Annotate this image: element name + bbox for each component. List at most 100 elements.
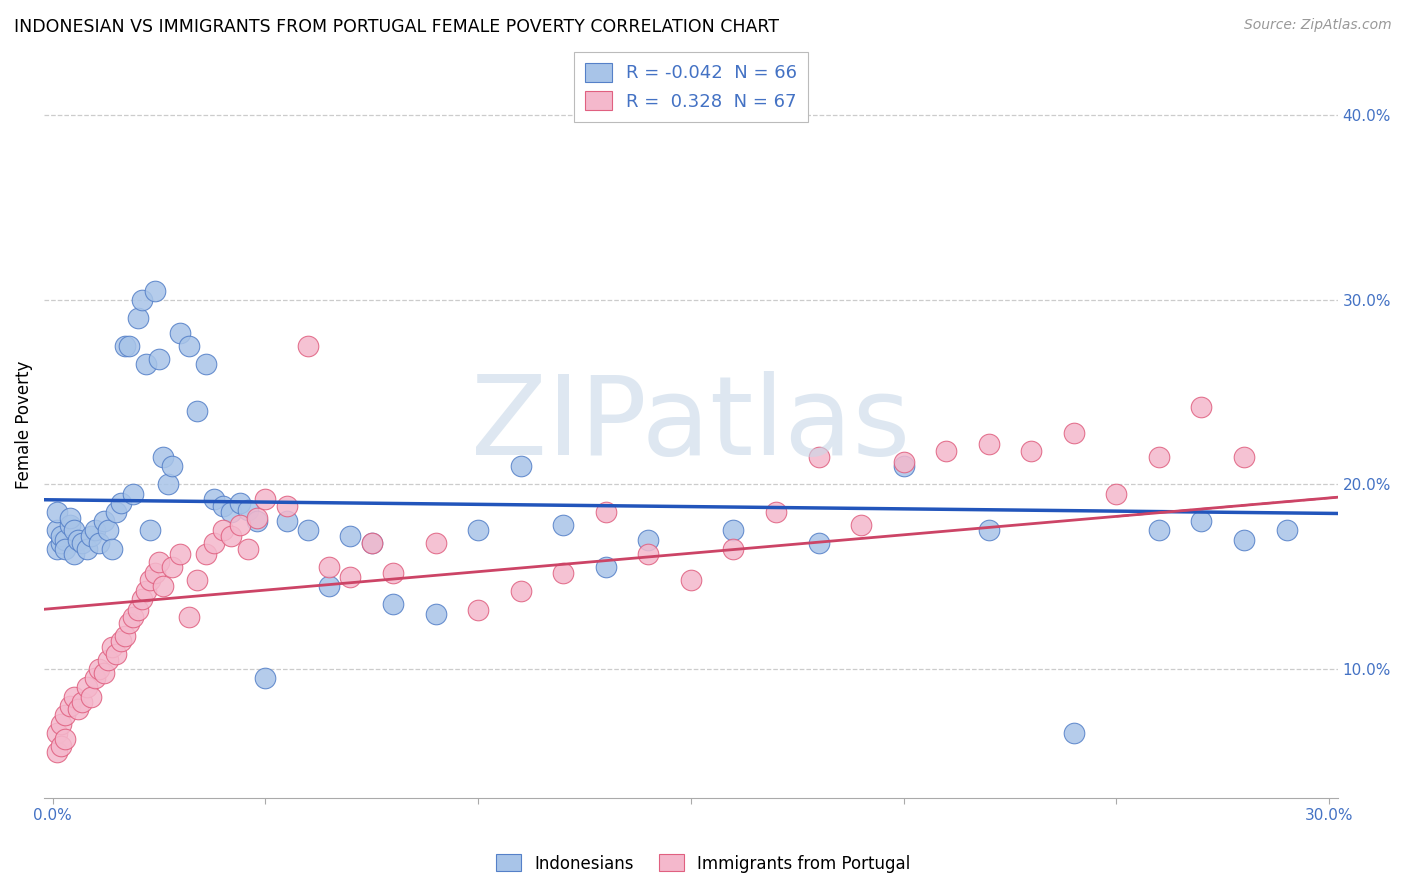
Point <box>148 555 170 569</box>
Point <box>246 510 269 524</box>
Point <box>238 541 260 556</box>
Point <box>297 339 319 353</box>
Point <box>160 560 183 574</box>
Point <box>238 503 260 517</box>
Point <box>1191 514 1213 528</box>
Point <box>122 610 145 624</box>
Point <box>382 597 405 611</box>
Point <box>595 505 617 519</box>
Point <box>63 524 86 538</box>
Point <box>360 536 382 550</box>
Point <box>59 698 82 713</box>
Point <box>339 569 361 583</box>
Point <box>1105 486 1128 500</box>
Point <box>143 284 166 298</box>
Text: Source: ZipAtlas.com: Source: ZipAtlas.com <box>1244 18 1392 32</box>
Point <box>135 584 157 599</box>
Point <box>45 726 67 740</box>
Point <box>63 690 86 704</box>
Point <box>55 533 77 547</box>
Point <box>45 541 67 556</box>
Point <box>93 514 115 528</box>
Point <box>765 505 787 519</box>
Point <box>143 566 166 580</box>
Point <box>59 510 82 524</box>
Point <box>67 702 90 716</box>
Text: INDONESIAN VS IMMIGRANTS FROM PORTUGAL FEMALE POVERTY CORRELATION CHART: INDONESIAN VS IMMIGRANTS FROM PORTUGAL F… <box>14 18 779 36</box>
Point <box>89 662 111 676</box>
Point <box>80 529 103 543</box>
Point <box>254 671 277 685</box>
Point <box>72 536 94 550</box>
Point <box>893 455 915 469</box>
Point <box>97 524 120 538</box>
Point <box>156 477 179 491</box>
Point <box>1233 450 1256 464</box>
Point <box>893 458 915 473</box>
Point <box>382 566 405 580</box>
Point <box>49 536 72 550</box>
Point <box>254 492 277 507</box>
Point <box>595 560 617 574</box>
Point <box>194 358 217 372</box>
Point <box>339 529 361 543</box>
Point <box>553 566 575 580</box>
Point <box>49 717 72 731</box>
Point <box>425 536 447 550</box>
Point <box>114 339 136 353</box>
Point <box>318 560 340 574</box>
Point <box>105 505 128 519</box>
Point <box>723 541 745 556</box>
Point <box>84 524 107 538</box>
Point <box>63 548 86 562</box>
Point <box>139 524 162 538</box>
Point <box>105 647 128 661</box>
Point <box>110 634 132 648</box>
Point <box>425 607 447 621</box>
Point <box>467 524 489 538</box>
Point <box>131 591 153 606</box>
Point <box>169 326 191 340</box>
Point <box>211 500 233 514</box>
Point <box>118 615 141 630</box>
Point <box>148 351 170 366</box>
Point <box>977 436 1000 450</box>
Point <box>679 574 702 588</box>
Point <box>97 653 120 667</box>
Point <box>467 603 489 617</box>
Point <box>72 695 94 709</box>
Point <box>297 524 319 538</box>
Point <box>177 339 200 353</box>
Point <box>67 533 90 547</box>
Point <box>135 358 157 372</box>
Point <box>49 529 72 543</box>
Point <box>45 524 67 538</box>
Point <box>122 486 145 500</box>
Point <box>221 529 243 543</box>
Point <box>177 610 200 624</box>
Point <box>55 731 77 746</box>
Point <box>152 450 174 464</box>
Y-axis label: Female Poverty: Female Poverty <box>15 360 32 489</box>
Point <box>127 311 149 326</box>
Point <box>202 536 225 550</box>
Point <box>246 514 269 528</box>
Point <box>131 293 153 307</box>
Point <box>45 745 67 759</box>
Point <box>101 541 124 556</box>
Point <box>509 584 531 599</box>
Point <box>55 541 77 556</box>
Point <box>509 458 531 473</box>
Point <box>807 450 830 464</box>
Point <box>1191 400 1213 414</box>
Point <box>211 524 233 538</box>
Point <box>276 514 298 528</box>
Point <box>1063 425 1085 440</box>
Point <box>76 681 98 695</box>
Point <box>59 518 82 533</box>
Point <box>152 579 174 593</box>
Point <box>84 671 107 685</box>
Point <box>849 518 872 533</box>
Point <box>221 505 243 519</box>
Text: ZIPatlas: ZIPatlas <box>471 371 911 478</box>
